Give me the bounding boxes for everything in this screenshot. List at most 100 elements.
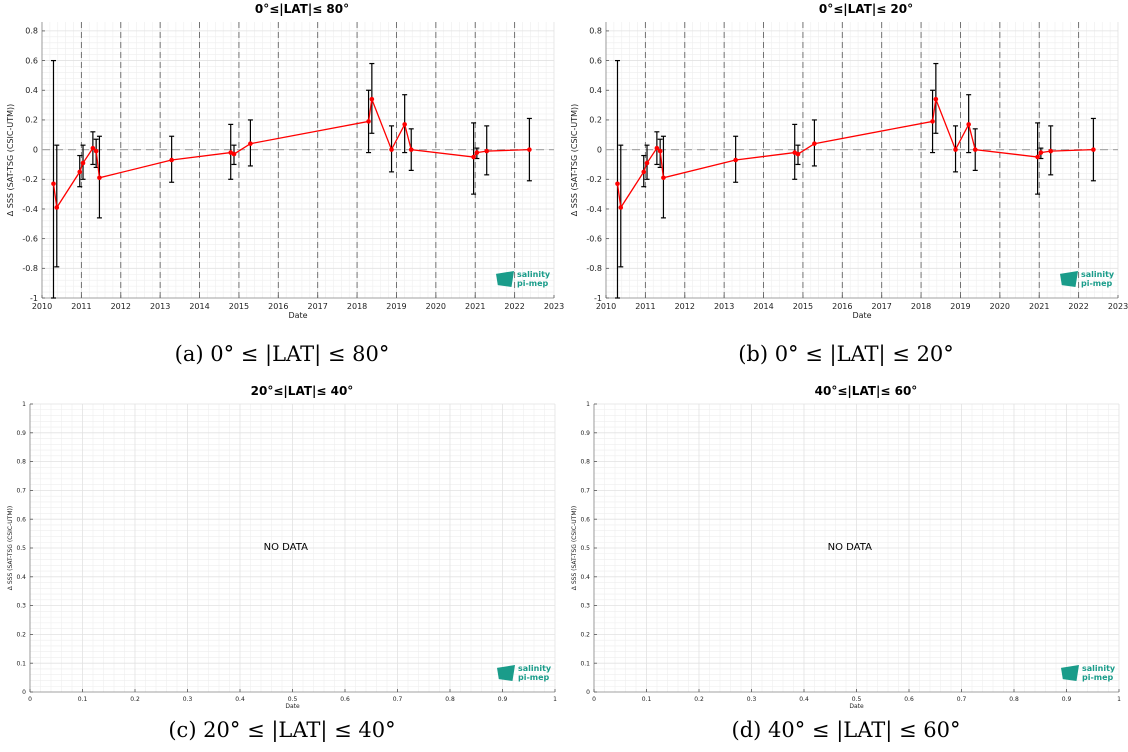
data-point: [654, 145, 660, 151]
data-point: [474, 150, 480, 155]
x-tick-label: 2011: [635, 302, 655, 311]
x-tick-label: 0.9: [1062, 696, 1072, 703]
y-tick-label: -1: [30, 294, 38, 303]
data-point: [1091, 147, 1096, 152]
x-tick-label: 2016: [832, 302, 852, 311]
x-tick-label: 2018: [347, 302, 367, 311]
x-tick-label: 0.3: [183, 696, 193, 703]
x-tick-label: 2010: [32, 302, 52, 311]
no-data-label: NO DATA: [827, 542, 872, 553]
data-point: [231, 151, 237, 157]
x-tick-label: 2012: [675, 302, 695, 311]
x-tick-label: 2013: [150, 302, 170, 311]
y-tick-label: 0.8: [589, 27, 602, 36]
data-point: [953, 147, 958, 152]
y-tick-label: -0.6: [22, 234, 38, 243]
caption-c: (c) 20° ≤ |LAT| ≤ 40°: [168, 718, 396, 742]
data-point: [972, 147, 978, 152]
x-tick-label: 2017: [308, 302, 328, 311]
chart-title: 0°≤|LAT|≤ 80°: [254, 2, 350, 16]
y-tick-label: -0.8: [22, 264, 38, 273]
logo-mark-icon: [1060, 271, 1078, 287]
data-point: [661, 175, 666, 181]
x-tick-label: 0.2: [694, 696, 704, 703]
y-tick-label: -0.2: [22, 175, 38, 184]
x-tick-label: 2019: [950, 302, 970, 311]
logo-line-2: pi-mep: [1082, 673, 1114, 682]
y-tick-label: 0: [33, 145, 38, 154]
x-tick-label: 2013: [714, 302, 734, 311]
data-point: [618, 205, 624, 210]
data-point: [795, 151, 801, 157]
x-tick-label: 0.8: [1009, 696, 1019, 703]
y-tick-label: 0: [22, 689, 26, 696]
data-point: [966, 122, 971, 127]
y-tick-label: 0.4: [589, 86, 602, 95]
x-tick-label: 2014: [189, 302, 209, 311]
data-point: [90, 145, 96, 151]
x-tick-label: 0.8: [445, 696, 455, 703]
x-axis-label: Date: [852, 311, 871, 320]
logo-line-2: pi-mep: [1081, 279, 1113, 288]
data-point: [933, 96, 939, 102]
y-tick-label: 0.2: [589, 116, 602, 125]
y-tick-label: 0.9: [580, 430, 590, 437]
x-tick-label: 0.6: [340, 696, 350, 703]
x-tick-label: 2017: [872, 302, 892, 311]
salinity-pi-mep-logo: salinity pi-mep: [496, 270, 550, 288]
y-axis-label: Δ SSS (SAT-TSG (CSIC-UTM)): [6, 104, 15, 217]
y-tick-label: 0.2: [25, 116, 38, 125]
data-point: [366, 119, 371, 124]
x-tick-label: 2010: [596, 302, 616, 311]
logo-line-1: salinity: [517, 270, 551, 279]
y-tick-label: 0.3: [16, 603, 26, 610]
x-tick-label: 0.1: [78, 696, 88, 703]
x-tick-label: 2012: [111, 302, 131, 311]
x-tick-label: 1: [553, 696, 557, 703]
x-tick-label: 2011: [71, 302, 91, 311]
caption-d: (d) 40° ≤ |LAT| ≤ 60°: [731, 718, 961, 742]
plot-svg: 2010 2011 2012 2013 2014 2015 2016 2017 2018 2019…: [6, 22, 564, 320]
y-tick-label: 0.4: [16, 574, 26, 581]
x-axis-label: Date: [285, 703, 300, 710]
data-point: [733, 157, 738, 163]
y-tick-label: 0.9: [16, 430, 26, 437]
logo-text: salinity pi-mep: [517, 270, 550, 288]
data-point: [77, 169, 83, 175]
x-tick-label: 0.3: [747, 696, 757, 703]
chart-title: 40°≤|LAT|≤ 60°: [814, 384, 918, 398]
data-point: [97, 175, 102, 181]
logo-line-1: salinity: [1082, 664, 1116, 673]
y-tick-label: 0.8: [580, 459, 590, 466]
y-tick-label: 0.5: [16, 545, 26, 552]
x-tick-label: 2023: [544, 302, 564, 311]
data-point: [930, 119, 935, 124]
logo-mark-icon: [496, 271, 514, 287]
x-tick-label: 0.7: [957, 696, 967, 703]
x-tick-label: 0: [592, 696, 596, 703]
data-point: [93, 148, 99, 154]
y-tick-label: -1: [594, 294, 602, 303]
y-tick-label: 0.1: [16, 660, 26, 667]
x-tick-label: 2021: [465, 302, 485, 311]
x-tick-label: 0.7: [393, 696, 403, 703]
y-tick-label: -0.8: [586, 264, 602, 273]
x-axis-label: Date: [288, 311, 307, 320]
chart-panel-c: 20°≤|LAT|≤ 40° 0 0.1 0.2 0.3 0.4 0.5 0.6 0.7 0.8…: [0, 380, 564, 710]
y-tick-label: 0.6: [16, 516, 26, 523]
y-tick-label: 0.4: [25, 86, 38, 95]
x-tick-label: 0.4: [799, 696, 809, 703]
y-tick-label: 0.6: [25, 56, 38, 65]
no-data-label: NO DATA: [263, 542, 308, 553]
y-tick-label: 0.4: [580, 574, 590, 581]
y-tick-label: 0.6: [580, 516, 590, 523]
caption-b: (b) 0° ≤ |LAT| ≤ 20°: [738, 342, 954, 366]
y-tick-label: -0.2: [586, 175, 602, 184]
y-axis-label: Δ SSS (SAT-TSG (CSIC-UTM)): [570, 104, 579, 217]
series-line: [616, 96, 1094, 210]
y-tick-label: -0.4: [586, 205, 602, 214]
y-tick-label: 0.7: [580, 488, 590, 495]
logo-line-2: pi-mep: [517, 279, 549, 288]
salinity-pi-mep-logo: salinity pi-mep: [497, 664, 551, 682]
logo-line-1: salinity: [518, 664, 552, 673]
